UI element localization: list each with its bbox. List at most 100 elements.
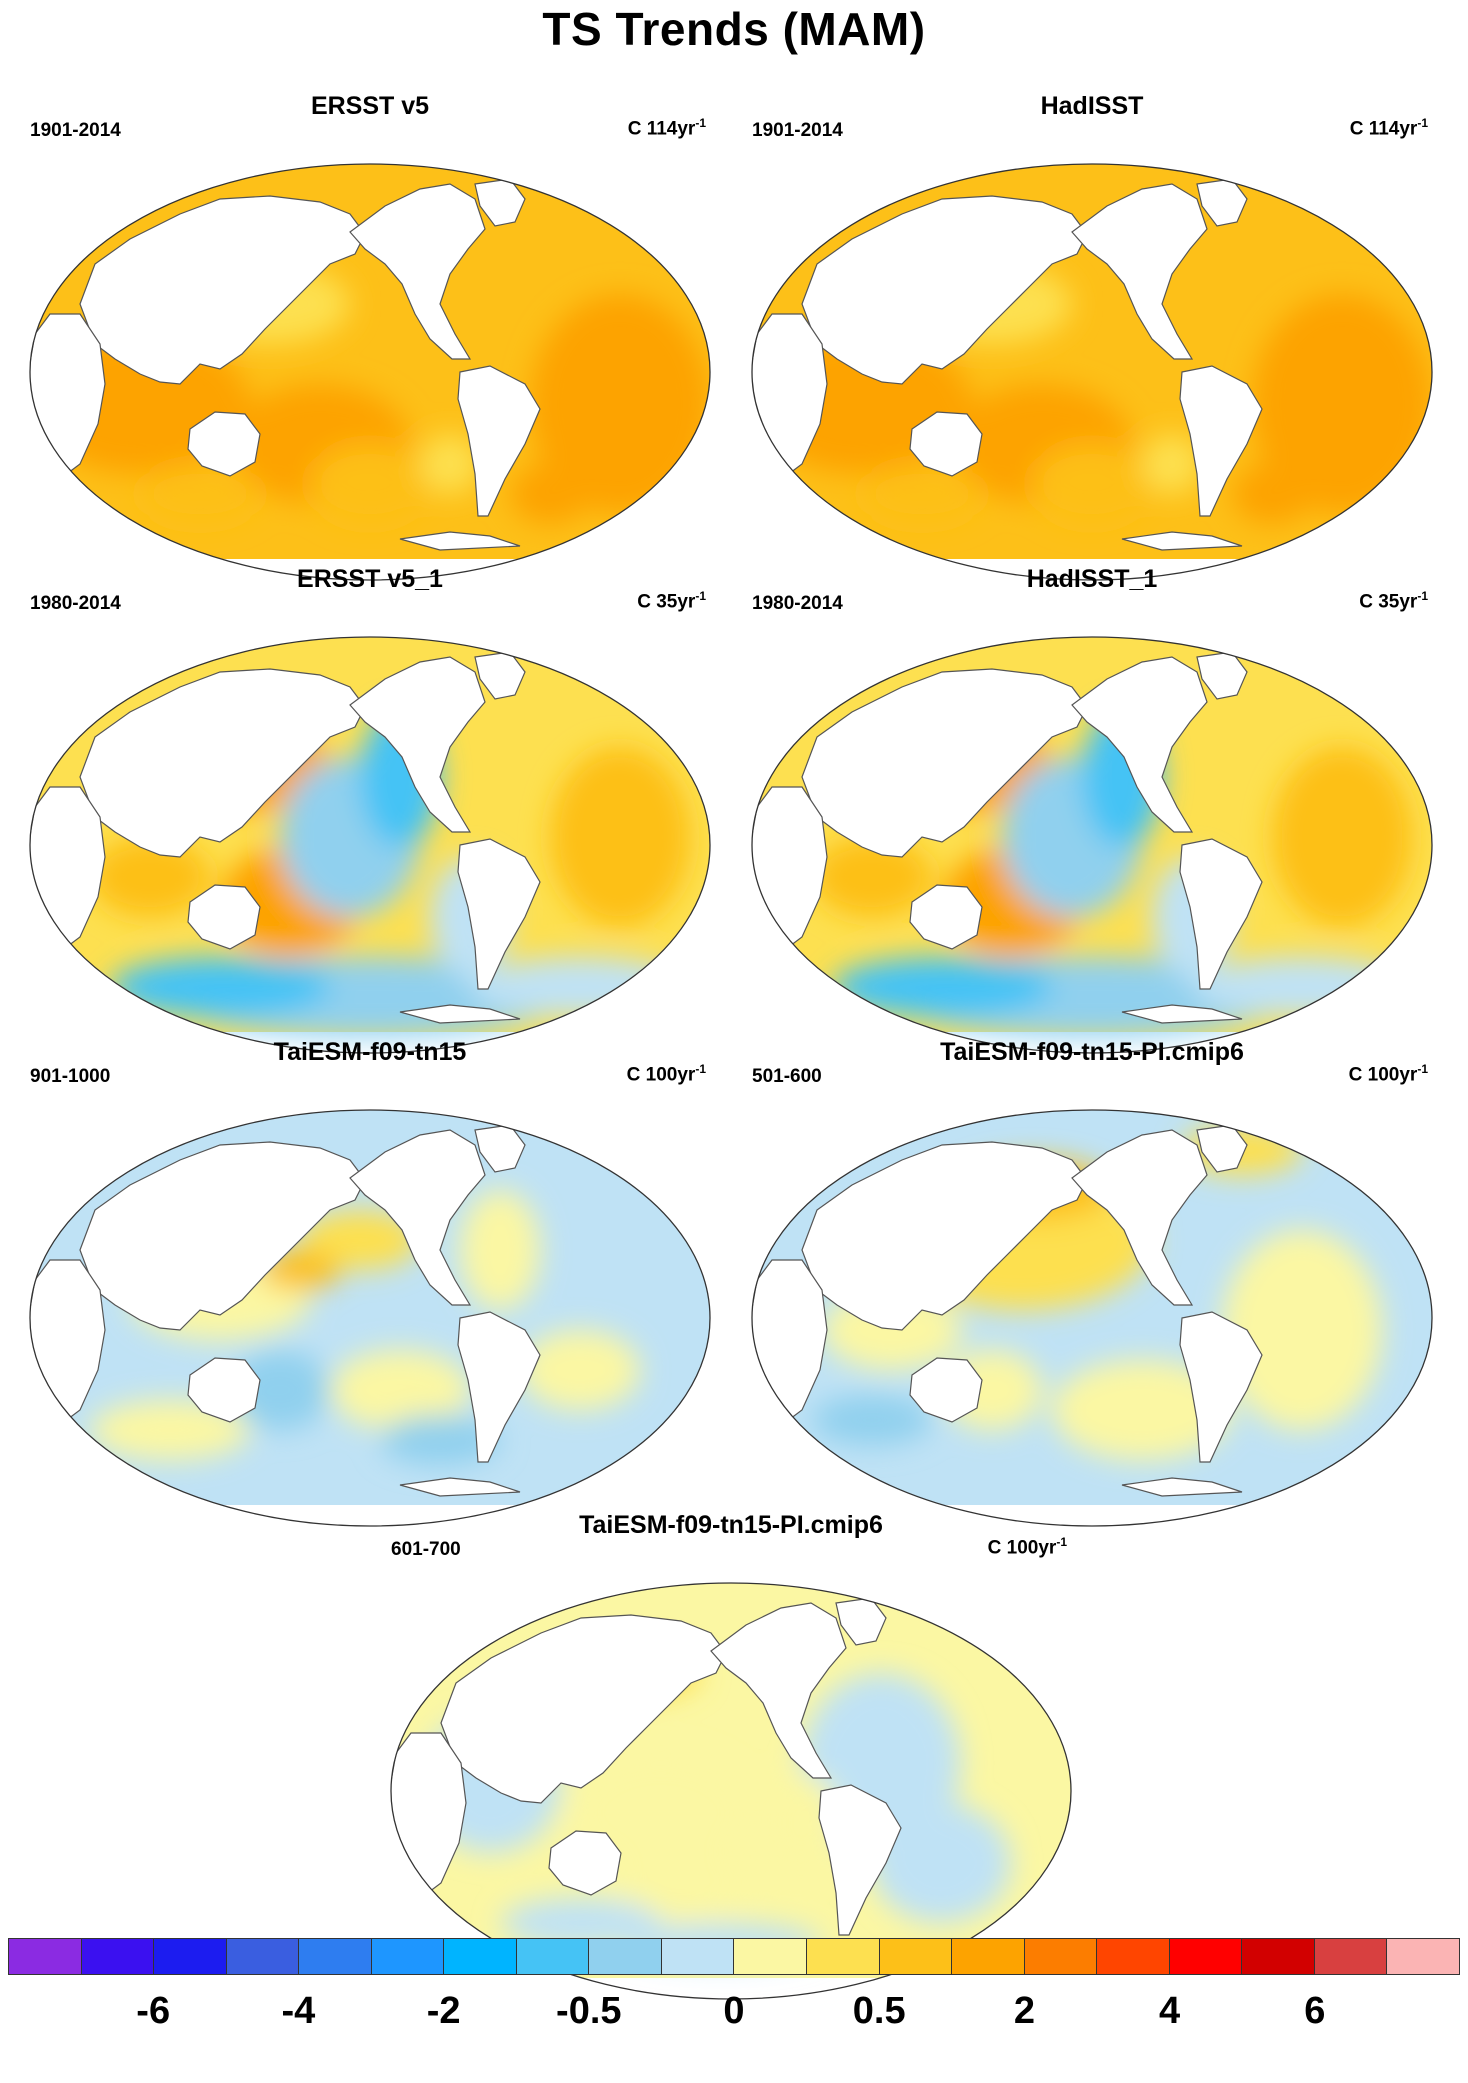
continent-outline xyxy=(349,183,486,360)
colorbar xyxy=(8,1938,1460,1975)
continent-outline xyxy=(818,1784,902,1936)
panel-period: 1901-2014 xyxy=(752,120,843,141)
panel-period: 501-600 xyxy=(752,1066,822,1087)
colorbar-swatch xyxy=(807,1939,880,1974)
trend-region xyxy=(230,1350,330,1430)
panel-title: HadISST_1 xyxy=(1026,565,1158,593)
trend-field xyxy=(752,164,1432,559)
land-masses xyxy=(30,178,541,551)
trend-field xyxy=(30,1110,710,1505)
panel-units: C 114yr-1 xyxy=(627,116,706,140)
colorbar-tick-label: 0.5 xyxy=(852,1990,906,2032)
colorbar-swatch xyxy=(589,1939,662,1974)
colorbar-swatch xyxy=(879,1939,953,1974)
colorbar-swatch xyxy=(9,1939,82,1974)
continent-outline xyxy=(1071,183,1208,360)
continent-outline xyxy=(79,195,366,385)
continent-outline xyxy=(1071,656,1208,833)
map-projection xyxy=(29,636,711,1054)
continent-outline xyxy=(457,838,541,990)
panel-period: 601-700 xyxy=(391,1539,461,1560)
continent-outline xyxy=(349,1129,486,1306)
trend-region xyxy=(380,1415,500,1465)
trend-region xyxy=(300,1210,420,1270)
trend-region xyxy=(110,957,330,1017)
map-panel: TaiESM-f09-tn15-PI.cmip6 501-600 C 100yr-1 xyxy=(742,1038,1442,1527)
continent-outline xyxy=(801,1141,1088,1331)
panel-period: 1980-2014 xyxy=(30,593,121,614)
continent-outline xyxy=(399,1004,521,1024)
continent-outline xyxy=(457,1311,541,1463)
map-projection xyxy=(751,636,1433,1054)
continent-outline xyxy=(801,195,1088,385)
land-masses xyxy=(752,651,1263,1024)
panel-units: C 114yr-1 xyxy=(1349,116,1428,140)
colorbar-swatch xyxy=(1387,1939,1459,1974)
continent-outline xyxy=(548,1830,622,1896)
land-masses xyxy=(752,178,1263,551)
colorbar-swatch xyxy=(299,1939,372,1974)
trend-region xyxy=(871,1803,1011,1923)
colorbar-swatch xyxy=(371,1939,445,1974)
trend-region xyxy=(501,1898,661,1948)
trend-field xyxy=(30,637,710,1037)
map-border xyxy=(390,1582,1072,2000)
trend-region xyxy=(1222,1230,1382,1430)
map-border xyxy=(751,163,1433,581)
map-panel: HadISST 1901-2014 C 114yr-1 xyxy=(742,92,1442,581)
trend-region xyxy=(330,1350,470,1430)
continent-outline xyxy=(1071,1129,1208,1306)
map-panel: TaiESM-f09-tn15-PI.cmip6 601-700 C 100yr-1 xyxy=(381,1511,1081,2000)
colorbar-swatch xyxy=(516,1939,590,1974)
continent-outline xyxy=(79,668,366,858)
trend-region xyxy=(1272,747,1412,927)
continent-outline xyxy=(187,411,261,477)
trend-field xyxy=(752,1110,1432,1505)
continent-outline xyxy=(399,1477,521,1497)
colorbar-swatch xyxy=(1024,1939,1098,1974)
map-projection xyxy=(751,163,1433,581)
map-projection xyxy=(390,1582,1072,2000)
panel-period: 1980-2014 xyxy=(752,593,843,614)
colorbar-swatch xyxy=(952,1939,1025,1974)
trend-region xyxy=(530,294,710,514)
land-masses xyxy=(752,1124,1263,1497)
map-projection xyxy=(29,163,711,581)
trend-field xyxy=(391,1583,1071,1978)
continent-outline xyxy=(1121,531,1243,551)
map-panel: HadISST_1 1980-2014 C 35yr-1 xyxy=(742,565,1442,1054)
panel-title: TaiESM-f09-tn15 xyxy=(273,1038,467,1066)
colorbar-tick-label: 2 xyxy=(1013,1990,1035,2032)
continent-outline xyxy=(1179,365,1263,517)
map-projection xyxy=(29,1109,711,1527)
colorbar-swatch xyxy=(1097,1939,1170,1974)
panel-units: C 100yr-1 xyxy=(987,1535,1067,1559)
colorbar-swatch xyxy=(226,1939,300,1974)
colorbar-swatch xyxy=(81,1939,155,1974)
continent-outline xyxy=(187,1357,261,1423)
panel-period: 901-1000 xyxy=(30,1066,111,1087)
panel-title: TaiESM-f09-tn15-PI.cmip6 xyxy=(579,1511,883,1539)
trend-region xyxy=(420,434,480,494)
colorbar-tick-label: 4 xyxy=(1159,1990,1181,2032)
continent-outline xyxy=(349,656,486,833)
colorbar-swatch xyxy=(444,1939,517,1974)
panel-units: C 35yr-1 xyxy=(1359,589,1428,613)
map-border xyxy=(29,163,711,581)
continent-outline xyxy=(909,1357,983,1423)
colorbar-swatch xyxy=(734,1939,808,1974)
continent-outline xyxy=(1121,1477,1243,1497)
continent-outline xyxy=(187,884,261,950)
map-border xyxy=(29,636,711,1054)
colorbar-tick-label: 6 xyxy=(1304,1990,1326,2032)
trend-region xyxy=(611,1843,751,1923)
figure-title: TS Trends (MAM) xyxy=(542,3,926,55)
colorbar-tick-label: 0 xyxy=(723,1990,745,2032)
continent-outline xyxy=(909,411,983,477)
colorbar-swatch xyxy=(1314,1939,1388,1974)
map-projection xyxy=(751,1109,1433,1527)
continent-outline xyxy=(399,531,521,551)
continent-outline xyxy=(1121,1004,1243,1024)
colorbar-swatch xyxy=(1242,1939,1315,1974)
panel-title: TaiESM-f09-tn15-PI.cmip6 xyxy=(940,1038,1244,1066)
